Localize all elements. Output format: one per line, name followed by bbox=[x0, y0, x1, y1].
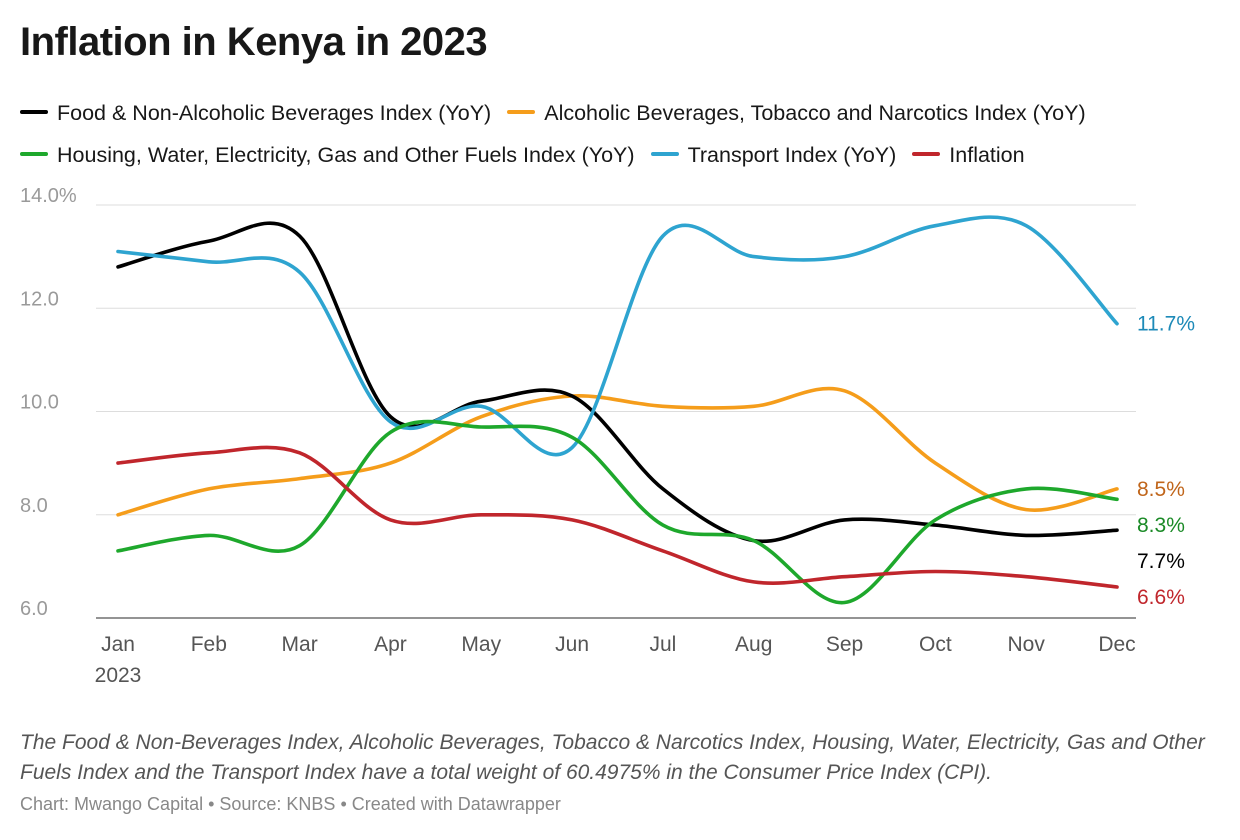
end-label-alcoholic-beverages-tobacco-and-narcotics-index-yoy: 8.5% bbox=[1137, 478, 1185, 501]
x-tick-label: Dec bbox=[1098, 633, 1135, 656]
y-tick-label: 14.0% bbox=[20, 185, 77, 207]
series-line-food-non-alcoholic-beverages-index-yoy bbox=[116, 221, 1119, 544]
legend-swatch bbox=[20, 152, 48, 157]
chart-title: Inflation in Kenya in 2023 bbox=[20, 20, 488, 64]
x-tick-label: Feb bbox=[191, 633, 227, 656]
legend-item-food-non-alcoholic-beverages-index-yoy: Food & Non-Alcoholic Beverages Index (Yo… bbox=[20, 92, 491, 134]
axis-labels: 6.0 8.0 10.0 12.0 14.0% Jan Feb Mar Apr May Jun Jul… bbox=[20, 185, 1136, 687]
x-tick-label: Jan bbox=[101, 633, 135, 656]
grid-lines bbox=[96, 204, 1136, 619]
legend-label: Housing, Water, Electricity, Gas and Oth… bbox=[57, 143, 635, 167]
x-tick-label: Jul bbox=[649, 633, 676, 656]
series-line-alcoholic-beverages-tobacco-and-narcotics-index-yoy bbox=[116, 386, 1119, 517]
series-lines bbox=[116, 215, 1119, 605]
line-chart: 6.0 8.0 10.0 12.0 14.0% Jan Feb Mar Apr May Jun Jul… bbox=[20, 185, 1195, 687]
x-tick-label: Mar bbox=[282, 633, 318, 656]
end-labels: 11.7% 8.5% 8.3% 7.7% 6.6% bbox=[1137, 313, 1195, 609]
x-tick-label: Sep bbox=[826, 633, 863, 656]
x-tick-label: Aug bbox=[735, 633, 772, 656]
end-label-transport-index-yoy: 11.7% bbox=[1137, 313, 1195, 336]
legend-label: Alcoholic Beverages, Tobacco and Narcoti… bbox=[544, 101, 1086, 125]
series-line-transport-index-yoy bbox=[116, 215, 1119, 457]
legend-item-transport-index-yoy: Transport Index (YoY) bbox=[650, 134, 897, 176]
end-label-housing-water-electricity-gas-and-other-fuels-index-yoy: 8.3% bbox=[1137, 514, 1185, 537]
legend-item-alcoholic-beverages-tobacco-and-narcotics-index-yoy: Alcoholic Beverages, Tobacco and Narcoti… bbox=[507, 92, 1086, 134]
x-tick-label: Oct bbox=[919, 633, 952, 656]
legend-label: Inflation bbox=[949, 143, 1025, 167]
series-line-housing-water-electricity-gas-and-other-fuels-index-yoy bbox=[116, 419, 1119, 605]
chart-credit: Chart: Mwango Capital • Source: KNBS • C… bbox=[20, 794, 561, 814]
x-tick-label: Apr bbox=[374, 633, 407, 656]
legend-swatch bbox=[912, 152, 941, 157]
legend-label: Transport Index (YoY) bbox=[687, 143, 897, 167]
end-label-food-non-alcoholic-beverages-index-yoy: 7.7% bbox=[1137, 550, 1185, 573]
legend-swatch bbox=[20, 110, 48, 115]
y-tick-label: 8.0 bbox=[20, 495, 48, 517]
x-tick-label: Nov bbox=[1008, 633, 1046, 656]
y-tick-label: 12.0 bbox=[20, 288, 59, 310]
chart-legend: Food & Non-Alcoholic Beverages Index (Yo… bbox=[20, 92, 1230, 176]
x-tick-label: Jun bbox=[555, 633, 589, 656]
x-tick-label: May bbox=[461, 633, 501, 656]
end-label-inflation: 6.6% bbox=[1137, 586, 1185, 609]
legend-item-housing-water-electricity-gas-and-other-fuels-index-yoy: Housing, Water, Electricity, Gas and Oth… bbox=[20, 134, 635, 176]
series-line-inflation bbox=[116, 445, 1119, 589]
y-tick-label: 10.0 bbox=[20, 392, 59, 414]
chart-note: The Food & Non-Beverages Index, Alcoholi… bbox=[20, 731, 1205, 784]
y-tick-label: 6.0 bbox=[20, 598, 48, 620]
x-tick-sublabel: 2023 bbox=[95, 664, 142, 687]
legend-item-inflation: Inflation bbox=[912, 134, 1025, 176]
legend-swatch bbox=[650, 152, 679, 157]
legend-swatch bbox=[507, 110, 536, 115]
legend-label: Food & Non-Alcoholic Beverages Index (Yo… bbox=[57, 101, 492, 125]
